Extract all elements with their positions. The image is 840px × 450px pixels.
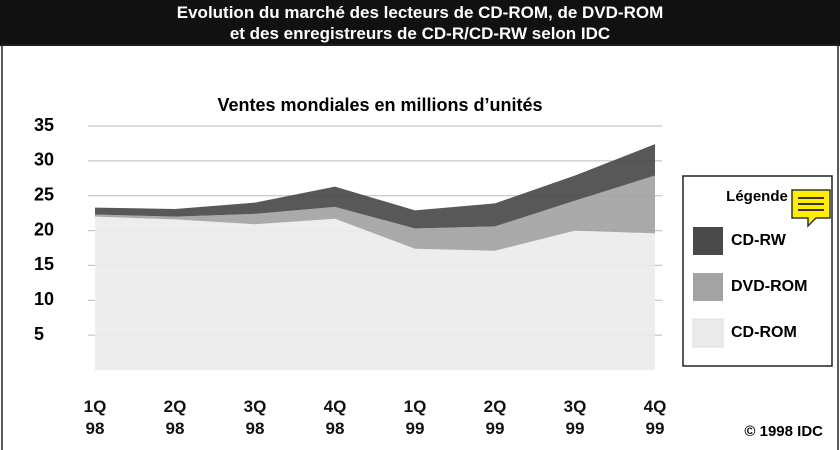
legend-label: CD-ROM bbox=[731, 324, 797, 341]
note-icon bbox=[791, 189, 831, 228]
legend-swatch bbox=[692, 318, 724, 348]
y-tick-label: 5 bbox=[34, 324, 44, 344]
x-tick-label: 2Q 98 bbox=[163, 397, 187, 438]
legend-label: CD-RW bbox=[731, 232, 787, 249]
legend-swatch bbox=[693, 273, 723, 301]
y-tick-label: 25 bbox=[34, 184, 54, 204]
frame bbox=[1, 44, 839, 450]
x-tick-label: 3Q 99 bbox=[563, 397, 587, 438]
source: © 1998 IDC bbox=[744, 423, 823, 440]
area bbox=[95, 175, 655, 251]
chart-subtitle: Ventes mondiales en millions d’unités bbox=[217, 95, 542, 115]
y-tick-label: 20 bbox=[34, 219, 54, 239]
x-tick-label: 1Q 99 bbox=[403, 397, 427, 438]
legend-swatch bbox=[693, 227, 723, 255]
y-tick-label: 35 bbox=[34, 115, 54, 135]
x-tick-label: 1Q 98 bbox=[83, 397, 107, 438]
legend-label: DVD-ROM bbox=[731, 278, 807, 295]
area bbox=[95, 216, 655, 370]
y-tick-label: 30 bbox=[34, 150, 54, 170]
x-tick-label: 3Q 98 bbox=[243, 397, 267, 438]
chart-title: Evolution du marché des lecteurs de CD-R… bbox=[0, 0, 840, 46]
legend-title: Légende bbox=[726, 188, 788, 205]
y-tick-label: 15 bbox=[34, 254, 54, 274]
x-tick-label: 4Q 99 bbox=[643, 397, 667, 438]
y-tick-label: 10 bbox=[34, 289, 54, 309]
x-tick-label: 4Q 98 bbox=[323, 397, 347, 438]
area bbox=[95, 144, 655, 229]
x-tick-label: 2Q 99 bbox=[483, 397, 507, 438]
